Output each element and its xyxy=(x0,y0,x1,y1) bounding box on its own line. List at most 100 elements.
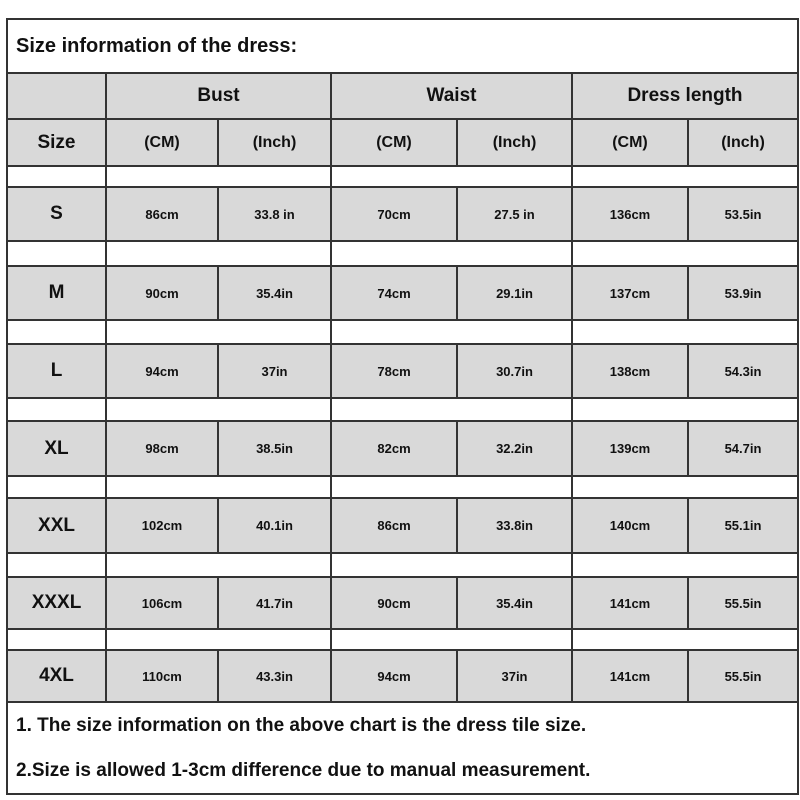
spacer-cell xyxy=(330,397,573,422)
measurement-cell: 137cm xyxy=(571,265,689,321)
unit-label: (CM) xyxy=(105,118,219,167)
measurement-cell: 94cm xyxy=(330,649,458,703)
measurement-cell: 35.4in xyxy=(217,265,332,321)
size-cell: M xyxy=(6,265,107,321)
measurement-cell: 141cm xyxy=(571,649,689,703)
measurement-cell: 53.9in xyxy=(687,265,799,321)
spacer-cell xyxy=(571,240,799,267)
spacer-cell xyxy=(330,319,573,345)
header-blank xyxy=(6,72,107,120)
measurement-cell: 33.8 in xyxy=(217,186,332,242)
spacer-row xyxy=(6,240,799,267)
spacer-cell xyxy=(6,165,107,188)
measurement-cell: 141cm xyxy=(571,576,689,630)
measurement-cell: 55.5in xyxy=(687,576,799,630)
table-row: XXXL 106cm 41.7in 90cm 35.4in 141cm 55.5in xyxy=(6,576,799,630)
size-chart-table: Size information of the dress: Bust Wais… xyxy=(6,18,799,795)
measurement-cell: 70cm xyxy=(330,186,458,242)
header-size: Size xyxy=(6,118,107,167)
size-cell: XXL xyxy=(6,497,107,554)
measurement-cell: 98cm xyxy=(105,420,219,477)
header-bust: Bust xyxy=(105,72,332,120)
table-row: XL 98cm 38.5in 82cm 32.2in 139cm 54.7in xyxy=(6,420,799,477)
spacer-cell xyxy=(6,475,107,499)
unit-label: (Inch) xyxy=(456,118,573,167)
measurement-cell: 35.4in xyxy=(456,576,573,630)
measurement-cell: 43.3in xyxy=(217,649,332,703)
spacer-cell xyxy=(571,475,799,499)
spacer-cell xyxy=(571,319,799,345)
measurement-cell: 55.5in xyxy=(687,649,799,703)
measurement-cell: 140cm xyxy=(571,497,689,554)
spacer-cell xyxy=(330,475,573,499)
measurement-cell: 29.1in xyxy=(456,265,573,321)
spacer-cell xyxy=(330,552,573,578)
spacer-cell xyxy=(6,319,107,345)
unit-label: (CM) xyxy=(571,118,689,167)
spacer-row xyxy=(6,475,799,499)
spacer-row xyxy=(6,165,799,188)
measurement-cell: 55.1in xyxy=(687,497,799,554)
size-cell: XL xyxy=(6,420,107,477)
measurement-cell: 30.7in xyxy=(456,343,573,399)
measurement-cell: 94cm xyxy=(105,343,219,399)
measurement-cell: 136cm xyxy=(571,186,689,242)
measurement-cell: 106cm xyxy=(105,576,219,630)
spacer-cell xyxy=(571,552,799,578)
measurement-cell: 37in xyxy=(456,649,573,703)
spacer-cell xyxy=(105,165,332,188)
measurement-cell: 33.8in xyxy=(456,497,573,554)
measurement-cell: 74cm xyxy=(330,265,458,321)
size-cell: XXXL xyxy=(6,576,107,630)
spacer-cell xyxy=(330,240,573,267)
table-row: S 86cm 33.8 in 70cm 27.5 in 136cm 53.5in xyxy=(6,186,799,242)
measurement-cell: 78cm xyxy=(330,343,458,399)
spacer-cell xyxy=(6,397,107,422)
unit-label: (CM) xyxy=(330,118,458,167)
spacer-cell xyxy=(105,628,332,651)
measurement-cell: 54.7in xyxy=(687,420,799,477)
measurement-cell: 110cm xyxy=(105,649,219,703)
table-row: L 94cm 37in 78cm 30.7in 138cm 54.3in xyxy=(6,343,799,399)
table-row: 4XL 110cm 43.3in 94cm 37in 141cm 55.5in xyxy=(6,649,799,703)
spacer-cell xyxy=(571,165,799,188)
spacer-cell xyxy=(105,397,332,422)
measurement-cell: 27.5 in xyxy=(456,186,573,242)
measurement-cell: 38.5in xyxy=(217,420,332,477)
size-cell: 4XL xyxy=(6,649,107,703)
measurement-cell: 40.1in xyxy=(217,497,332,554)
spacer-cell xyxy=(571,628,799,651)
measurement-cell: 90cm xyxy=(105,265,219,321)
spacer-cell xyxy=(6,240,107,267)
header-waist: Waist xyxy=(330,72,573,120)
measurement-cell: 82cm xyxy=(330,420,458,477)
measurement-cell: 139cm xyxy=(571,420,689,477)
spacer-cell xyxy=(105,319,332,345)
unit-label: (Inch) xyxy=(687,118,799,167)
note-1: 1. The size information on the above cha… xyxy=(16,715,587,736)
measurement-cell: 53.5in xyxy=(687,186,799,242)
table-row: M 90cm 35.4in 74cm 29.1in 137cm 53.9in xyxy=(6,265,799,321)
spacer-cell xyxy=(571,397,799,422)
header-dress-length: Dress length xyxy=(571,72,799,120)
unit-label: (Inch) xyxy=(217,118,332,167)
measurement-cell: 86cm xyxy=(330,497,458,554)
measurement-cell: 41.7in xyxy=(217,576,332,630)
size-cell: L xyxy=(6,343,107,399)
spacer-row xyxy=(6,319,799,345)
size-cell: S xyxy=(6,186,107,242)
measurement-cell: 138cm xyxy=(571,343,689,399)
measurement-cell: 86cm xyxy=(105,186,219,242)
measurement-cell: 32.2in xyxy=(456,420,573,477)
spacer-cell xyxy=(6,628,107,651)
measurement-cell: 90cm xyxy=(330,576,458,630)
note-2: 2.Size is allowed 1-3cm difference due t… xyxy=(16,760,591,781)
table-title: Size information of the dress: xyxy=(6,18,799,74)
spacer-row xyxy=(6,628,799,651)
measurement-cell: 54.3in xyxy=(687,343,799,399)
notes-cell: 1. The size information on the above cha… xyxy=(6,701,799,795)
table-row: XXL 102cm 40.1in 86cm 33.8in 140cm 55.1in xyxy=(6,497,799,554)
spacer-row xyxy=(6,397,799,422)
spacer-cell xyxy=(105,475,332,499)
spacer-row xyxy=(6,552,799,578)
